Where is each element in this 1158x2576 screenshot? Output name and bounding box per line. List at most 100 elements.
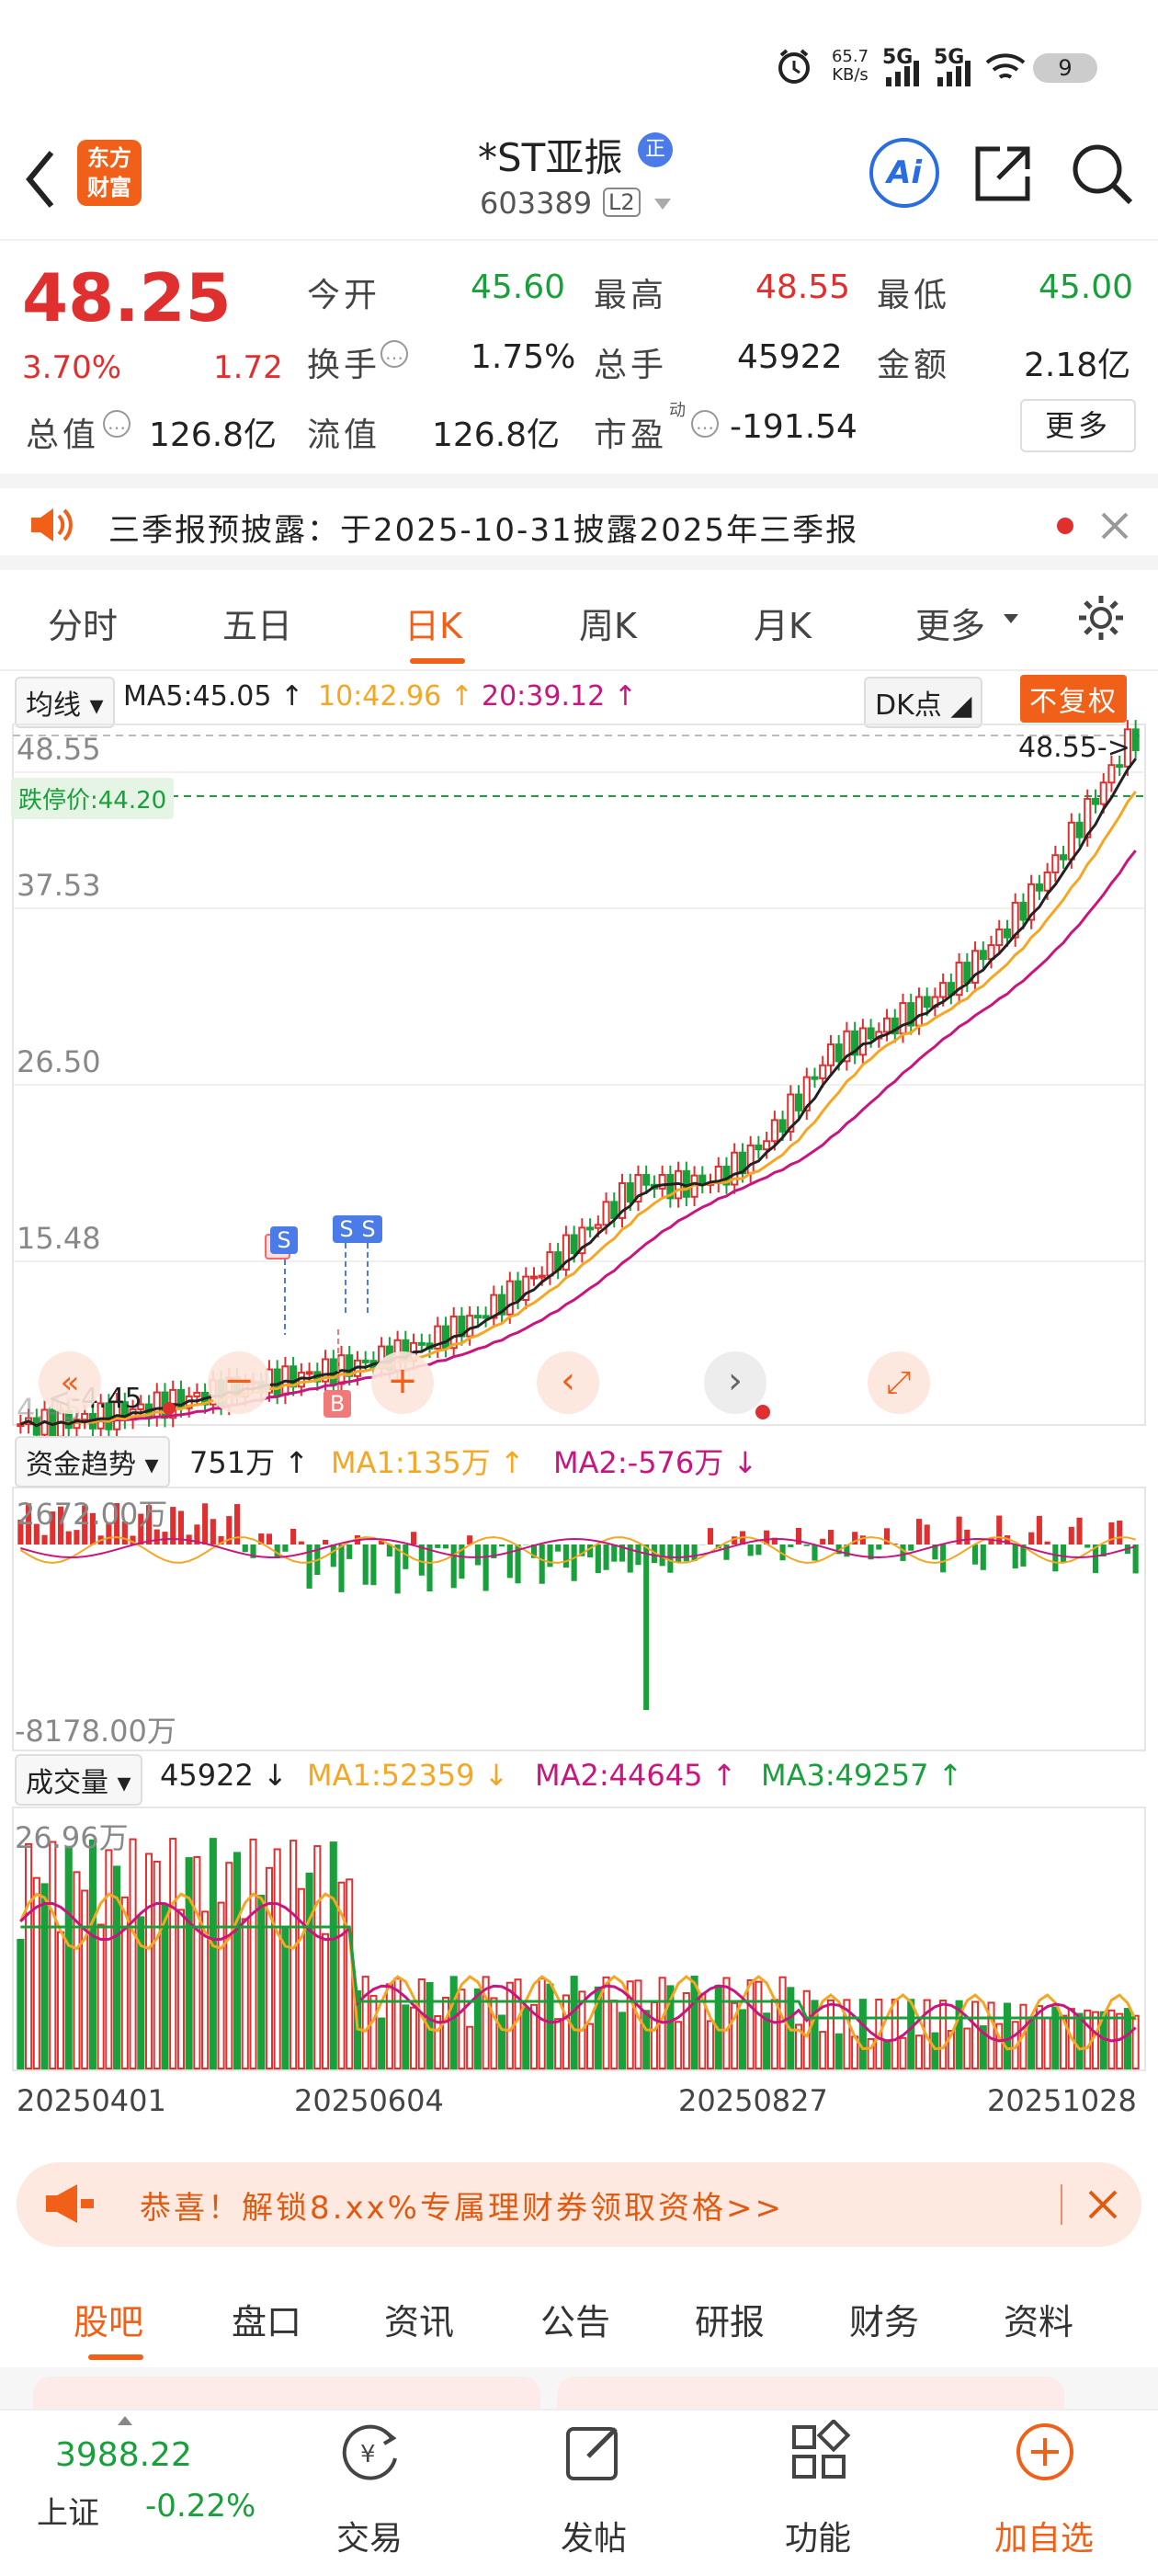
sell-marker[interactable]: S bbox=[355, 1215, 382, 1243]
max-price-label: 48.55-> bbox=[1018, 732, 1130, 764]
turnover-label: 换手 bbox=[307, 338, 380, 386]
rewind-button[interactable]: « bbox=[39, 1351, 101, 1414]
volume-bar bbox=[684, 1993, 689, 2069]
volume-bar bbox=[299, 1889, 304, 2069]
kline-chart-area[interactable]: 均线 ▾ MA5:45.05 ↑ 10:42.96 ↑ 20:39.12 ↑ D… bbox=[0, 671, 1158, 2142]
volume-bar bbox=[314, 1846, 320, 2069]
settings-gear-icon[interactable] bbox=[1075, 592, 1127, 644]
volume-bar bbox=[972, 2001, 978, 2069]
next-button[interactable]: › bbox=[704, 1351, 766, 1414]
current-price: 48.25 bbox=[22, 259, 232, 336]
candle-body bbox=[748, 1146, 754, 1173]
more-button[interactable]: 更多 bbox=[1020, 399, 1136, 452]
volume-bar bbox=[611, 2000, 617, 2069]
active-tab-indicator bbox=[410, 658, 465, 664]
fullscreen-button[interactable]: ⤢ bbox=[868, 1351, 930, 1414]
tab-order-book[interactable]: 盘口 bbox=[232, 2294, 301, 2344]
candle-body bbox=[1045, 872, 1050, 891]
candle-body bbox=[628, 1183, 633, 1202]
close-icon[interactable] bbox=[1099, 510, 1130, 541]
tab-news[interactable]: 资讯 bbox=[384, 2294, 454, 2344]
candle-body bbox=[1037, 884, 1042, 891]
fund-bar bbox=[1108, 1522, 1114, 1544]
fund-bar bbox=[788, 1544, 793, 1547]
tab-five-day[interactable]: 五日 bbox=[222, 598, 292, 648]
fund-bar bbox=[338, 1544, 344, 1592]
volume-bar bbox=[90, 1841, 96, 2069]
tab-more[interactable]: 更多 bbox=[915, 598, 985, 648]
fund-bar bbox=[1061, 1544, 1066, 1562]
fund-trend-select[interactable]: 资金趋势 ▾ bbox=[15, 1436, 170, 1487]
info-icon[interactable]: … bbox=[380, 340, 408, 368]
promo-banner[interactable]: 恭喜！解锁8.xx%专属理财券领取资格>> bbox=[17, 2162, 1141, 2247]
tab-finance[interactable]: 财务 bbox=[849, 2294, 919, 2344]
fund-bar bbox=[611, 1544, 617, 1562]
volume-bar bbox=[122, 1898, 128, 2069]
volume-label: 总手 bbox=[594, 338, 667, 386]
float-cap-value: 126.8亿 bbox=[432, 408, 560, 456]
candle-body bbox=[900, 1003, 905, 1033]
amount-label: 金额 bbox=[877, 338, 950, 386]
fund-bar bbox=[202, 1503, 208, 1544]
feed-card[interactable] bbox=[33, 2377, 540, 2409]
stock-code: 603389 bbox=[480, 186, 592, 221]
nav-add-watchlist[interactable]: 加自选 bbox=[952, 2411, 1136, 2576]
volume-bar bbox=[932, 2034, 937, 2069]
zoom-out-button[interactable]: − bbox=[208, 1351, 270, 1414]
feed-card[interactable] bbox=[557, 2377, 1064, 2409]
volume-bar bbox=[50, 1842, 55, 2069]
volume-select[interactable]: 成交量 ▾ bbox=[15, 1754, 142, 1806]
ai-button[interactable]: Ai bbox=[869, 138, 939, 208]
buy-marker[interactable]: B bbox=[324, 1390, 351, 1418]
fund-bar bbox=[290, 1529, 296, 1544]
tab-daily-k[interactable]: 日K bbox=[404, 598, 462, 648]
volume-bar bbox=[539, 1978, 545, 2069]
tab-announcements[interactable]: 公告 bbox=[540, 2294, 610, 2344]
volume-bar bbox=[828, 2000, 834, 2069]
volume-bar bbox=[346, 1879, 352, 2069]
volume-bar bbox=[74, 1872, 79, 2069]
notice-bar[interactable]: 三季报预披露：于2025-10-31披露2025年三季报 bbox=[0, 473, 1158, 570]
candle-body bbox=[1069, 823, 1074, 860]
fund-bar bbox=[908, 1544, 914, 1551]
nav-post[interactable]: 发帖 bbox=[502, 2411, 686, 2576]
tab-research[interactable]: 研报 bbox=[695, 2294, 765, 2344]
plus-circle-icon bbox=[1013, 2420, 1077, 2484]
tab-profile[interactable]: 资料 bbox=[1004, 2294, 1073, 2344]
total-cap-label: 总值 bbox=[26, 408, 99, 456]
previous-button[interactable]: ‹ bbox=[537, 1351, 599, 1414]
candle-body bbox=[860, 1028, 866, 1054]
ma10-line bbox=[20, 792, 1135, 1426]
info-tabs: 股吧 盘口 资讯 公告 研报 财务 资料 bbox=[0, 2266, 1158, 2367]
fund-bar bbox=[443, 1544, 448, 1548]
tab-guba[interactable]: 股吧 bbox=[74, 2294, 143, 2344]
low-label: 最低 bbox=[877, 268, 950, 316]
volume-bar bbox=[26, 1844, 31, 2069]
volume-bar bbox=[772, 2000, 778, 2069]
tab-intraday[interactable]: 分时 bbox=[48, 598, 118, 648]
indicator-dot bbox=[755, 1405, 770, 1419]
chevron-down-icon[interactable] bbox=[653, 197, 673, 211]
info-icon[interactable]: … bbox=[103, 410, 131, 438]
share-icon[interactable] bbox=[972, 143, 1033, 204]
sell-marker[interactable]: S bbox=[270, 1226, 298, 1254]
volume-bar bbox=[635, 1980, 641, 2069]
tab-monthly-k[interactable]: 月K bbox=[754, 598, 812, 648]
candle-body bbox=[996, 929, 1002, 945]
nav-functions[interactable]: 功能 bbox=[726, 2411, 910, 2576]
fund-bar bbox=[748, 1544, 754, 1556]
candle-body bbox=[1052, 855, 1058, 872]
info-icon[interactable]: … bbox=[691, 410, 719, 438]
nav-trade[interactable]: ¥ 交易 bbox=[278, 2411, 461, 2576]
search-icon[interactable] bbox=[1070, 142, 1134, 206]
volume-bar bbox=[523, 2008, 528, 2069]
fund-bar bbox=[331, 1544, 336, 1567]
volume-bar bbox=[603, 1978, 608, 2069]
tab-weekly-k[interactable]: 周K bbox=[579, 598, 637, 648]
back-icon[interactable] bbox=[22, 147, 59, 211]
close-icon[interactable] bbox=[1086, 2188, 1119, 2221]
zoom-in-button[interactable]: + bbox=[371, 1351, 434, 1414]
volume-bar bbox=[275, 1849, 280, 2069]
index-change: -0.22% bbox=[145, 2488, 255, 2525]
index-value[interactable]: 3988.22 bbox=[55, 2436, 192, 2474]
